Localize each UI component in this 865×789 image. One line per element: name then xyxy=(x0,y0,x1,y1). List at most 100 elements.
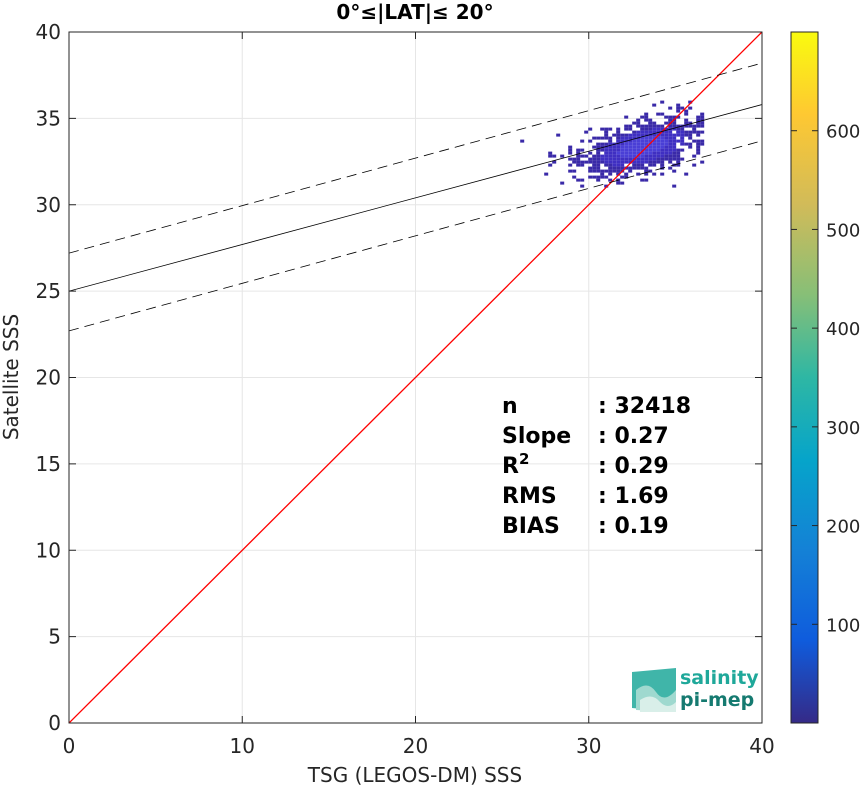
density-bin xyxy=(688,136,693,140)
density-bin xyxy=(676,124,681,128)
density-bin xyxy=(628,151,633,155)
density-bin xyxy=(592,136,597,140)
density-bin xyxy=(672,133,677,137)
density-bin xyxy=(700,115,705,119)
density-bin xyxy=(636,145,641,149)
y-tick-label: 35 xyxy=(36,106,61,130)
density-bin xyxy=(604,151,609,155)
density-bin xyxy=(688,145,693,149)
density-bin xyxy=(620,175,625,179)
density-bin xyxy=(588,175,593,179)
density-bin xyxy=(644,148,649,152)
density-bin xyxy=(580,160,585,164)
density-bin xyxy=(664,133,669,137)
density-bin xyxy=(648,118,653,122)
density-bin xyxy=(648,136,653,140)
density-bin xyxy=(632,160,637,164)
density-bin xyxy=(600,127,605,131)
density-bin xyxy=(576,163,581,167)
density-bin xyxy=(604,163,609,167)
density-bin xyxy=(604,133,609,137)
density-bin xyxy=(628,157,633,161)
density-bin xyxy=(600,145,605,149)
density-bin xyxy=(660,172,665,176)
density-bin xyxy=(676,157,681,161)
density-bin xyxy=(688,100,693,104)
density-bin xyxy=(668,139,673,143)
density-bin xyxy=(640,151,645,155)
density-bin xyxy=(624,151,629,155)
density-bin xyxy=(608,145,613,149)
density-bin xyxy=(620,181,625,185)
density-bin xyxy=(612,154,617,158)
density-bin xyxy=(620,133,625,137)
density-bin xyxy=(688,121,693,125)
colorbar-tick-label: 600 xyxy=(826,122,860,143)
density-bin xyxy=(596,178,601,182)
density-bin xyxy=(636,133,641,137)
density-bin xyxy=(576,148,581,152)
density-bin xyxy=(664,151,669,155)
density-bin xyxy=(568,157,573,161)
density-bin xyxy=(668,157,673,161)
density-bin xyxy=(624,160,629,164)
density-bin xyxy=(580,184,585,188)
density-bin xyxy=(604,184,609,188)
density-bin xyxy=(696,145,701,149)
density-bin xyxy=(652,130,657,134)
density-bin xyxy=(640,160,645,164)
density-bin xyxy=(548,151,553,155)
density-bin xyxy=(656,145,661,149)
density-bin xyxy=(592,163,597,167)
density-bin xyxy=(596,163,601,167)
density-bin xyxy=(696,115,701,119)
density-bin xyxy=(632,148,637,152)
density-bin xyxy=(672,121,677,125)
density-bin xyxy=(684,142,689,146)
density-bin xyxy=(664,115,669,119)
density-bin xyxy=(652,172,657,176)
confidence-line xyxy=(69,62,762,254)
density-bin xyxy=(624,136,629,140)
density-bin xyxy=(596,148,601,152)
density-bin xyxy=(640,127,645,131)
density-bin xyxy=(652,133,657,137)
density-bin xyxy=(668,106,673,110)
stat-label: RMS xyxy=(502,484,557,509)
density-bin xyxy=(684,130,689,134)
density-bin xyxy=(688,130,693,134)
density-bin xyxy=(684,112,689,116)
logo-wave-icon xyxy=(632,668,676,712)
density-bin xyxy=(640,133,645,137)
density-bin xyxy=(660,127,665,131)
y-tick-label: 20 xyxy=(36,366,61,390)
density-bin xyxy=(600,157,605,161)
density-bin xyxy=(616,157,621,161)
density-bin xyxy=(672,148,677,152)
y-tick-label: 10 xyxy=(36,538,61,562)
density-bin xyxy=(648,121,653,125)
density-bin xyxy=(604,145,609,149)
density-bin xyxy=(632,154,637,158)
density-bin xyxy=(648,160,653,164)
density-bin xyxy=(588,139,593,143)
density-bin xyxy=(640,130,645,134)
density-bin xyxy=(684,109,689,113)
colorbar-tick-label: 200 xyxy=(826,517,860,538)
density-bin xyxy=(648,163,653,167)
colorbar-ticks: 100 200 300 400 500 600 xyxy=(791,122,860,636)
density-bin xyxy=(640,136,645,140)
density-bin xyxy=(576,160,581,164)
density-bin xyxy=(668,136,673,140)
density-bin xyxy=(684,124,689,128)
density-bin xyxy=(628,127,633,131)
density-bin xyxy=(648,133,653,137)
density-bin xyxy=(680,157,685,161)
density-bin xyxy=(696,124,701,128)
density-bin xyxy=(608,169,613,173)
density-bin xyxy=(600,175,605,179)
density-bin xyxy=(660,100,665,104)
density-bin xyxy=(632,139,637,143)
density-bin xyxy=(692,130,697,134)
